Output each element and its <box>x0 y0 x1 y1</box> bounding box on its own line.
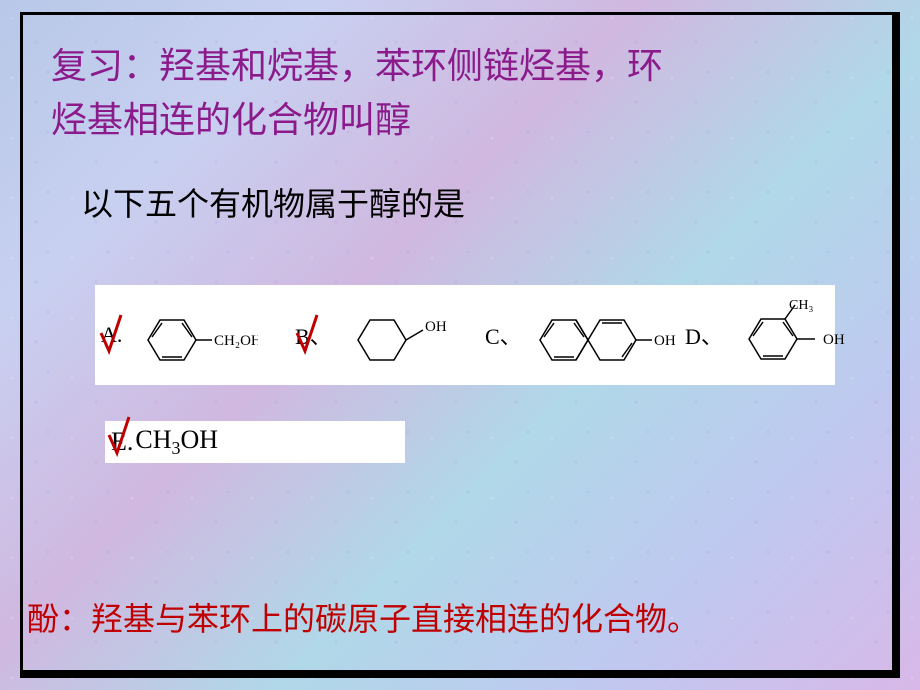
title-line-1: 复习：羟基和烷基，苯环侧链烃基，环 <box>51 46 663 86</box>
phenol-definition: 酚：羟基与苯环上的碳原子直接相连的化合物。 <box>27 594 699 640</box>
svg-text:OH: OH <box>823 332 845 348</box>
check-mark-b-icon <box>293 311 323 372</box>
svg-text:CH₃: CH₃ <box>789 299 813 313</box>
molecule-benzyl-alcohol-icon: CH₂OH <box>128 305 258 375</box>
question-text: 以下五个有机物属于醇的是 <box>81 179 864 225</box>
option-e-row: E. CH3OH <box>105 421 405 463</box>
option-d-label: D、 <box>685 319 723 351</box>
molecule-naphthol-icon: OH <box>528 305 688 375</box>
chemical-options-row: A. CH₂OH B、 <box>95 285 835 385</box>
svg-text:CH₂OH: CH₂OH <box>214 333 258 349</box>
slide-frame: 复习：羟基和烷基，苯环侧链烃基，环 烃基相连的化合物叫醇 以下五个有机物属于醇的… <box>20 12 900 678</box>
molecule-cyclohexanol-icon: OH <box>338 305 458 375</box>
option-d: D、 CH₃ OH <box>685 295 869 375</box>
svg-text:OH: OH <box>425 319 447 335</box>
check-mark-a-icon <box>97 311 127 372</box>
check-mark-e-icon <box>105 413 135 474</box>
molecule-cresol-icon: CH₃ OH <box>729 299 869 375</box>
slide-content: 复习：羟基和烷基，苯环侧链烃基，环 烃基相连的化合物叫醇 以下五个有机物属于醇的… <box>23 15 892 670</box>
title-line-2: 烃基相连的化合物叫醇 <box>51 100 411 140</box>
option-e-formula: CH3OH <box>135 425 218 459</box>
title-block: 复习：羟基和烷基，苯环侧链烃基，环 烃基相连的化合物叫醇 <box>51 39 864 147</box>
option-c: C、 OH <box>485 295 688 375</box>
option-c-label: C、 <box>485 319 522 351</box>
svg-text:OH: OH <box>654 333 676 349</box>
